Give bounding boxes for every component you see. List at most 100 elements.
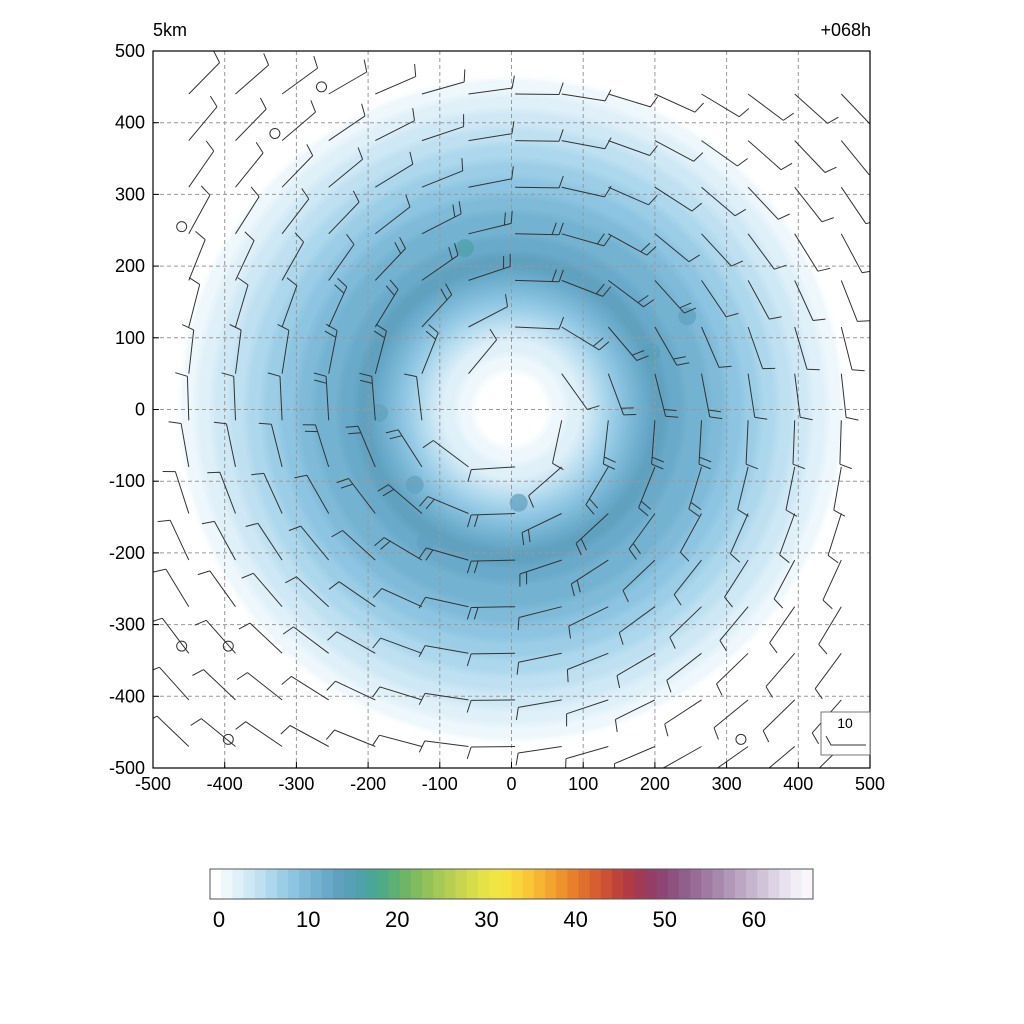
wind-barb	[747, 93, 794, 121]
wind-barb	[281, 144, 314, 188]
x-tick-label: -400	[207, 774, 243, 794]
wind-barb	[654, 373, 679, 418]
wind-barb	[794, 373, 813, 421]
wind-barb	[359, 372, 376, 421]
wind-barb	[421, 283, 453, 328]
wind-barb	[372, 686, 423, 701]
wind-barb	[561, 89, 612, 102]
wind-barb	[570, 559, 609, 597]
wind-barb	[385, 429, 423, 468]
wind-barb	[372, 588, 423, 608]
wind-barb	[516, 652, 562, 675]
wind-barb	[654, 233, 700, 263]
wind-barb	[614, 699, 656, 732]
wind-barb	[794, 233, 831, 272]
wind-barb	[608, 186, 658, 206]
wind-barb	[561, 233, 612, 247]
wind-barb	[188, 277, 201, 328]
wind-barb	[840, 280, 870, 322]
wind-barb	[515, 129, 564, 142]
wind-barb	[373, 323, 387, 374]
wind-barb	[515, 269, 564, 283]
calm-marker	[176, 221, 188, 233]
title-right: +068h	[820, 20, 871, 40]
colorbar-swatch	[578, 869, 591, 899]
wind-barb	[294, 474, 330, 514]
colorbar-swatch	[522, 869, 535, 899]
wind-barb	[377, 484, 423, 514]
wind-barb	[188, 140, 215, 188]
colorbar-swatches	[210, 869, 814, 899]
wind-barb	[190, 718, 236, 747]
colorbar-swatch	[466, 869, 479, 899]
wind-barb	[466, 699, 516, 713]
wind-barb	[235, 277, 249, 328]
colorbar-swatch	[366, 869, 379, 899]
wind-barb	[515, 699, 562, 720]
calm-marker	[176, 640, 188, 652]
colorbar-tick-label: 60	[742, 907, 766, 932]
wind-barb	[468, 210, 513, 235]
wind-barb	[466, 606, 516, 620]
colorbar-swatch	[265, 869, 278, 899]
wind-barb	[419, 496, 469, 514]
y-tick-label: 200	[115, 256, 145, 276]
wind-barb	[421, 114, 465, 142]
wind-barb	[267, 372, 283, 421]
colorbar-swatch	[746, 869, 758, 899]
wind-barb	[552, 420, 564, 471]
wind-barb	[613, 746, 656, 768]
colorbar-tick-label: 10	[296, 907, 320, 932]
wind-barb	[324, 323, 338, 374]
wind-barb	[840, 373, 859, 421]
colorbar-swatch	[801, 869, 814, 899]
field-local-max	[642, 343, 661, 362]
wind-barb	[768, 746, 796, 768]
wind-barb	[794, 280, 826, 321]
calm-marker	[269, 127, 281, 139]
colorbar-swatch	[288, 869, 300, 899]
wind-barb	[608, 280, 655, 308]
wind-barb	[840, 186, 870, 225]
colorbar-swatch	[411, 869, 423, 899]
wind-barb	[515, 746, 562, 766]
wind-barb	[747, 186, 790, 220]
wind-barb	[662, 746, 702, 768]
wind-barb	[765, 652, 796, 698]
wind-barb	[418, 692, 469, 705]
colorbar-tick-label: 30	[474, 907, 498, 932]
wind-barb	[701, 280, 739, 318]
plot-area: -500 -400 -300 -200 -100 0 100 200 300 400 500 -50…	[109, 41, 885, 794]
colorbar-swatch	[667, 869, 680, 899]
x-tick-label: 300	[712, 774, 742, 794]
wind-barb	[331, 530, 376, 561]
wind-barb	[188, 51, 221, 95]
wind-barb	[236, 672, 283, 701]
colorbar-frame	[209, 868, 814, 900]
wind-barb	[466, 746, 516, 760]
colorbar-swatch	[612, 869, 624, 899]
wind-barb	[374, 537, 423, 561]
wind-barb	[258, 422, 283, 468]
wind-barb	[679, 513, 702, 562]
wind-barb	[515, 82, 564, 95]
colorbar-swatch	[355, 869, 367, 899]
x-tick-label: 200	[640, 774, 670, 794]
wind-barb	[235, 186, 260, 235]
wind-barb	[281, 55, 319, 95]
colorbar-swatch	[489, 869, 501, 899]
colorbar-tick-label: 0	[213, 907, 225, 932]
wind-barb	[566, 699, 609, 727]
colorbar-swatch	[690, 869, 702, 899]
colorbar-swatch	[556, 869, 568, 899]
wind-barb	[724, 559, 749, 608]
wind-barb	[235, 142, 264, 188]
x-tick-label: -100	[422, 774, 458, 794]
wind-barb	[328, 190, 360, 235]
barb-legend: 10	[820, 711, 871, 756]
wind-barb	[794, 326, 820, 371]
wind-barb	[421, 324, 439, 374]
wind-barb	[418, 740, 469, 753]
field-local-max	[405, 475, 424, 494]
wind-barb	[229, 324, 242, 374]
